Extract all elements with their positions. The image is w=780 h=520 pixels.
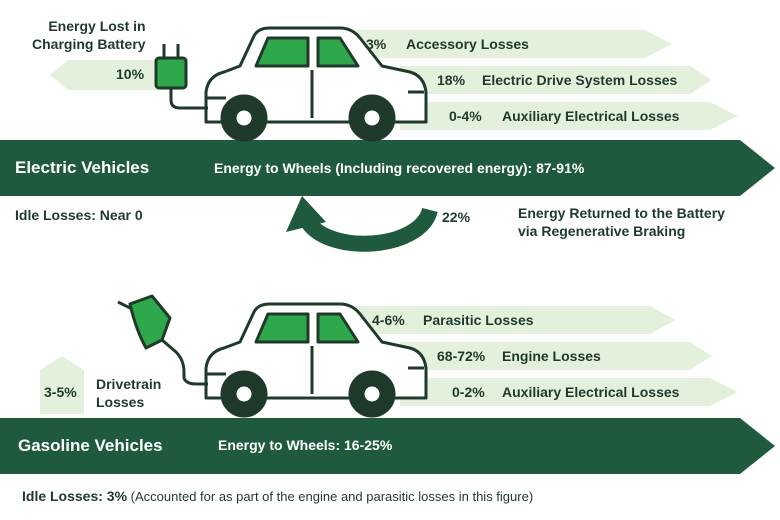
gas-aux-loss-arrow <box>400 378 738 406</box>
ev-accessory-label: Accessory Losses <box>406 36 529 52</box>
regen-arrow <box>301 207 438 252</box>
gas-aux-label: Auxiliary Electrical Losses <box>502 384 680 400</box>
gas-parasitic-loss-arrow <box>330 306 676 334</box>
gas-parasitic-label: Parasitic Losses <box>423 312 534 328</box>
gas-idle-bold: Idle Losses: 3% <box>22 488 128 504</box>
ev-charging-loss-arrow <box>50 60 180 90</box>
gas-band-text: Energy to Wheels: 16-25% <box>218 437 393 453</box>
ev-aux-loss-arrow <box>400 102 738 130</box>
ev-drive-pct: 18% <box>437 72 466 88</box>
charging-loss-pct: 10% <box>116 66 145 82</box>
gas-engine-pct: 68-72% <box>437 348 486 364</box>
drivetrain-pct: 3-5% <box>44 384 77 400</box>
ev-aux-label: Auxiliary Electrical Losses <box>502 108 680 124</box>
gas-engine-label: Engine Losses <box>502 348 601 364</box>
regen-label: Energy Returned to the Battery via Regen… <box>518 205 725 239</box>
gas-parasitic-pct: 4-6% <box>372 312 405 328</box>
drivetrain-loss-arrow <box>40 356 84 414</box>
regen-pct: 22% <box>442 209 471 225</box>
charging-loss-label: Energy Lost in Charging Battery <box>32 18 146 52</box>
ev-accessory-loss-arrow <box>330 30 672 58</box>
drivetrain-label: Drivetrain Losses <box>96 376 162 410</box>
gas-engine-loss-arrow <box>400 342 712 370</box>
ev-band-title: Electric Vehicles <box>15 158 150 177</box>
ev-energy-band <box>0 140 775 196</box>
plug-icon <box>154 44 208 110</box>
gas-idle-note: (Accounted for as part of the engine and… <box>127 489 534 504</box>
fuel-nozzle-icon <box>117 294 208 386</box>
regen-arrow-head <box>286 196 326 232</box>
ev-band-text: Energy to Wheels (Including recovered en… <box>214 160 585 176</box>
gas-car-icon <box>204 302 428 418</box>
ev-accessory-pct: 3% <box>366 36 387 52</box>
ev-drive-label: Electric Drive System Losses <box>482 72 678 88</box>
gas-aux-pct: 0-2% <box>452 384 485 400</box>
gas-energy-band <box>0 418 775 474</box>
gas-band-title: Gasoline Vehicles <box>18 436 163 455</box>
ev-aux-pct: 0-4% <box>449 108 482 124</box>
ev-idle-losses: Idle Losses: Near 0 <box>15 207 143 223</box>
ev-car-icon <box>204 26 428 142</box>
ev-drive-loss-arrow <box>400 66 712 94</box>
gas-idle-losses: Idle Losses: 3% (Accounted for as part o… <box>22 488 533 504</box>
